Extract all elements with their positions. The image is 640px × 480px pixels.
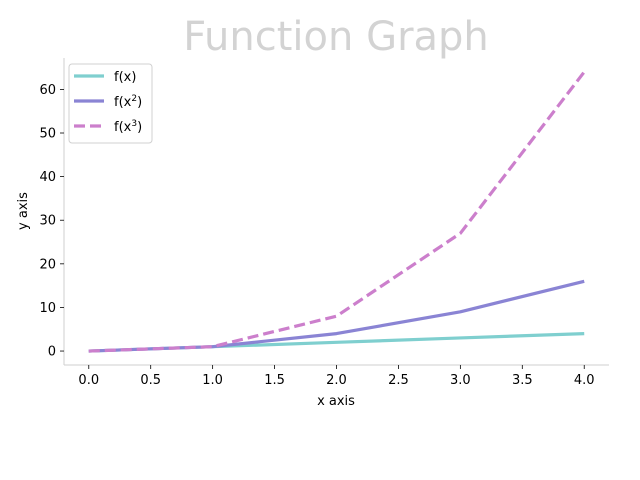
legend-label: f(x) bbox=[114, 70, 136, 85]
legend-box bbox=[68, 63, 153, 144]
y-axis-label: y axis bbox=[16, 192, 31, 230]
legend-label-superscript: 3 bbox=[131, 119, 137, 129]
x-tick-label: 1.5 bbox=[264, 373, 285, 388]
x-tick-label: 0.0 bbox=[78, 373, 99, 388]
x-tick-label: 4.0 bbox=[574, 373, 595, 388]
y-tick-label: 20 bbox=[39, 257, 56, 272]
x-tick-label: 3.0 bbox=[450, 373, 471, 388]
y-tick-label: 50 bbox=[39, 127, 56, 142]
legend-label-end: ) bbox=[131, 70, 136, 85]
series-lines bbox=[88, 70, 586, 353]
y-tick-label: 0 bbox=[48, 345, 56, 360]
x-tick-label: 1.0 bbox=[202, 373, 223, 388]
legend-label-base: f(x bbox=[114, 70, 132, 85]
legend-label-end: ) bbox=[137, 120, 142, 135]
y-tick-label: 60 bbox=[39, 83, 56, 98]
legend-label-base: f(x bbox=[114, 120, 132, 135]
x-axis-label: x axis bbox=[317, 394, 355, 409]
chart-title: Function Graph bbox=[183, 14, 489, 60]
y-axis-ticks: 0 10 20 30 40 50 60 bbox=[39, 83, 64, 360]
y-tick-label: 10 bbox=[39, 301, 56, 316]
legend-label-base: f(x bbox=[114, 95, 132, 110]
x-tick-label: 2.0 bbox=[326, 373, 347, 388]
x-tick-label: 2.5 bbox=[388, 373, 409, 388]
y-tick-label: 30 bbox=[39, 214, 56, 229]
series-line-3 bbox=[88, 70, 586, 353]
legend-label-end: ) bbox=[137, 95, 142, 110]
legend: f(x)f(x2)f(x3) bbox=[68, 63, 153, 144]
legend-label-superscript: 2 bbox=[131, 94, 137, 104]
legend-label: f(x3) bbox=[114, 119, 142, 135]
x-tick-label: 0.5 bbox=[140, 373, 161, 388]
legend-label: f(x2) bbox=[114, 94, 142, 110]
x-axis-ticks: 0.0 0.5 1.0 1.5 2.0 2.5 3.0 3.5 4.0 bbox=[78, 365, 595, 388]
y-tick-label: 40 bbox=[39, 170, 56, 185]
x-tick-label: 3.5 bbox=[512, 373, 533, 388]
